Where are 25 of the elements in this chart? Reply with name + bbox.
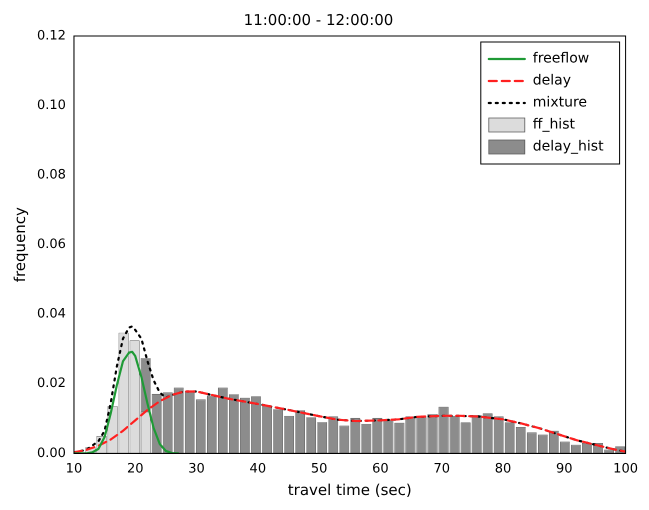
legend-label: delay_hist <box>532 138 604 155</box>
legend-label: ff_hist <box>532 116 576 133</box>
x-tick-label: 20 <box>126 462 144 477</box>
legend-label: freeflow <box>532 50 590 67</box>
y-tick-label: 0.04 <box>36 306 66 322</box>
legend-label: mixture <box>532 94 588 111</box>
y-tick-label: 0.10 <box>36 98 66 113</box>
x-tick-label: 60 <box>372 462 389 477</box>
x-axis-title: travel time (sec) <box>288 480 412 499</box>
y-tick-label: 0.12 <box>36 28 66 44</box>
y-axis-title: frequency <box>10 206 29 282</box>
x-tick-label: 50 <box>310 462 328 477</box>
x-tick-label: 10 <box>66 462 82 477</box>
x-tick-label: 70 <box>433 462 450 477</box>
y-tick-label: 0.00 <box>36 446 66 461</box>
y-tick-label: 0.08 <box>36 168 66 183</box>
x-tick-label: 30 <box>188 462 205 477</box>
chart-title: 11:00:00 - 12:00:00 <box>244 10 394 29</box>
x-tick-label: 90 <box>556 462 573 477</box>
x-tick-label: 80 <box>494 462 512 477</box>
x-tick-label: 100 <box>613 462 638 477</box>
y-tick-label: 0.02 <box>36 376 66 392</box>
y-tick-label: 0.06 <box>36 237 66 252</box>
x-tick-label: 40 <box>250 462 266 477</box>
legend-label: delay <box>532 72 572 89</box>
